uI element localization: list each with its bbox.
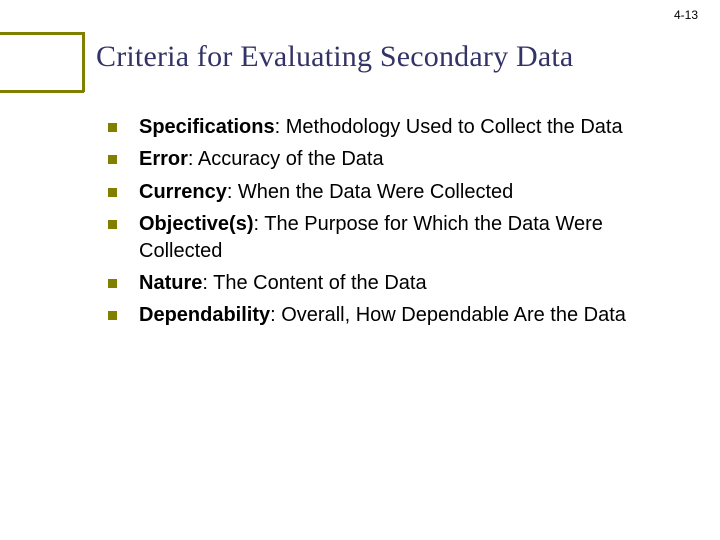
bullet-text: Dependability: Overall, How Dependable A…	[139, 302, 626, 328]
list-item: Error: Accuracy of the Data	[108, 146, 668, 172]
title-accent-left	[82, 32, 85, 92]
list-item: Nature: The Content of the Data	[108, 270, 668, 296]
bullet-desc: : The Content of the Data	[202, 272, 426, 294]
bullet-icon	[108, 123, 117, 132]
bullet-icon	[108, 311, 117, 320]
list-item: Dependability: Overall, How Dependable A…	[108, 302, 668, 328]
list-item: Objective(s): The Purpose for Which the …	[108, 211, 668, 264]
bullet-desc: : Overall, How Dependable Are the Data	[270, 304, 626, 326]
bullet-desc: : Methodology Used to Collect the Data	[275, 116, 623, 138]
bullet-text: Specifications: Methodology Used to Coll…	[139, 114, 623, 140]
bullet-icon	[108, 220, 117, 229]
bullet-desc: : Accuracy of the Data	[188, 148, 384, 170]
bullet-icon	[108, 279, 117, 288]
bullet-icon	[108, 155, 117, 164]
bullet-text: Error: Accuracy of the Data	[139, 146, 384, 172]
list-item: Currency: When the Data Were Collected	[108, 179, 668, 205]
slide-title: Criteria for Evaluating Secondary Data	[96, 40, 573, 74]
title-accent-bottom	[0, 90, 84, 93]
list-item: Specifications: Methodology Used to Coll…	[108, 114, 668, 140]
bullet-term: Error	[139, 148, 188, 170]
bullet-text: Currency: When the Data Were Collected	[139, 179, 513, 205]
bullet-term: Specifications	[139, 116, 275, 138]
title-accent-top	[0, 32, 84, 35]
bullet-desc: : When the Data Were Collected	[227, 181, 513, 203]
slide: 4-13 Criteria for Evaluating Secondary D…	[0, 0, 720, 540]
bullet-term: Currency	[139, 181, 227, 203]
bullet-icon	[108, 188, 117, 197]
page-number: 4-13	[674, 8, 698, 22]
bullet-text: Objective(s): The Purpose for Which the …	[139, 211, 668, 264]
bullet-text: Nature: The Content of the Data	[139, 270, 427, 296]
bullet-term: Nature	[139, 272, 202, 294]
bullet-term: Dependability	[139, 304, 270, 326]
bullet-list: Specifications: Methodology Used to Coll…	[108, 114, 668, 335]
bullet-term: Objective(s)	[139, 213, 253, 235]
